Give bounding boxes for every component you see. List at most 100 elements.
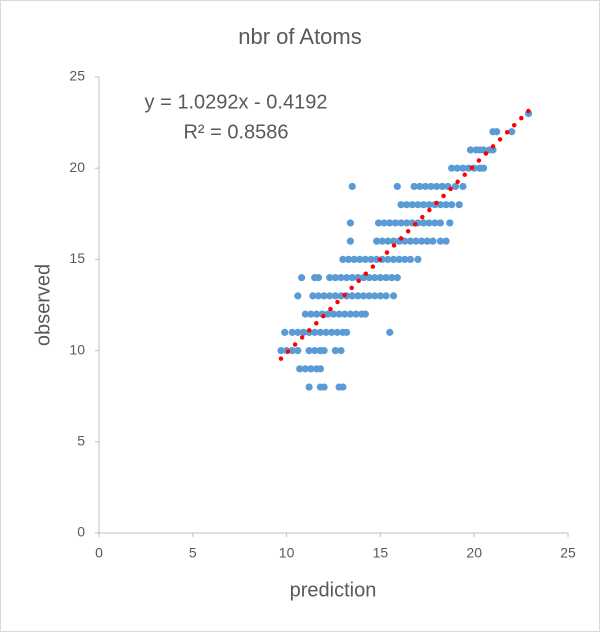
data-point — [393, 274, 401, 282]
data-point — [365, 274, 373, 282]
data-point — [320, 383, 328, 391]
data-point — [433, 182, 441, 191]
data-point — [374, 219, 383, 227]
data-point — [493, 128, 501, 136]
data-point — [320, 292, 328, 300]
y-tick-label: 0 — [77, 524, 85, 540]
data-point — [388, 274, 396, 282]
data-point — [466, 146, 475, 154]
data-point — [423, 237, 431, 245]
y-tick-label: 25 — [69, 68, 85, 84]
data-point — [386, 328, 394, 336]
data-point — [406, 255, 415, 263]
data-point — [448, 201, 456, 209]
trendline — [278, 106, 533, 361]
data-point — [320, 347, 328, 355]
data-point — [346, 310, 354, 318]
data-point — [419, 201, 428, 209]
data-point — [301, 365, 309, 373]
data-point — [431, 219, 439, 227]
x-tick-label: 10 — [279, 545, 295, 561]
data-point — [311, 347, 319, 355]
data-point — [344, 255, 353, 263]
data-point — [442, 237, 450, 245]
data-point — [313, 310, 321, 318]
data-point — [309, 292, 317, 300]
x-tick-label: 5 — [189, 545, 197, 561]
data-point — [307, 310, 315, 318]
data-point — [348, 292, 356, 300]
data-point — [389, 292, 398, 300]
data-point — [459, 182, 467, 191]
data-point — [277, 347, 285, 355]
chart-title: nbr of Atoms — [238, 24, 362, 49]
data-point — [296, 365, 304, 373]
data-point — [438, 182, 446, 191]
data-point — [384, 255, 392, 263]
data-point — [479, 164, 488, 172]
data-point — [329, 310, 338, 318]
y-tick-label: 20 — [69, 159, 85, 175]
data-point — [412, 237, 420, 245]
data-point — [361, 310, 369, 318]
data-point — [425, 219, 433, 227]
data-point — [429, 237, 437, 245]
data-point — [316, 328, 324, 336]
data-point — [418, 237, 426, 245]
data-point — [406, 237, 415, 245]
data-point — [367, 255, 375, 263]
data-point — [373, 237, 381, 245]
data-point — [403, 201, 411, 209]
data-point — [346, 219, 354, 227]
data-point — [305, 347, 313, 355]
data-point — [414, 201, 422, 209]
data-point — [378, 237, 386, 245]
data-point — [414, 255, 422, 263]
data-point — [356, 255, 364, 263]
data-point — [311, 328, 319, 336]
data-point — [382, 274, 390, 282]
data-point — [382, 292, 390, 300]
data-point — [395, 255, 403, 263]
data-point — [294, 292, 302, 300]
data-point — [314, 274, 323, 282]
data-point — [341, 310, 349, 318]
data-point — [301, 310, 309, 318]
data-point — [337, 347, 345, 355]
data-point — [281, 328, 289, 336]
data-point — [322, 328, 330, 336]
data-point — [294, 328, 302, 336]
data-point — [384, 237, 392, 245]
data-point — [294, 347, 302, 355]
data-point — [371, 274, 379, 282]
trendline-equation: y = 1.0292x - 0.4192 — [145, 91, 328, 113]
data-point — [335, 310, 343, 318]
x-tick-label: 15 — [373, 545, 389, 561]
data-point — [314, 292, 323, 300]
y-axis-title: observed — [32, 264, 54, 346]
data-point — [299, 328, 308, 336]
data-point — [397, 201, 405, 209]
data-point — [376, 274, 384, 282]
data-point — [339, 255, 347, 263]
data-point — [337, 274, 345, 282]
y-tick-label: 10 — [69, 341, 85, 357]
data-point — [446, 219, 454, 227]
x-tick-label: 0 — [95, 545, 103, 561]
data-point — [326, 292, 334, 300]
x-tick-label: 20 — [466, 545, 482, 561]
data-point — [427, 182, 435, 191]
data-point — [391, 219, 400, 227]
data-point — [389, 255, 398, 263]
data-point — [316, 365, 324, 373]
data-point — [365, 292, 373, 300]
data-point — [339, 383, 347, 391]
data-point — [393, 182, 401, 191]
data-point — [421, 182, 430, 191]
data-point — [298, 274, 306, 282]
data-point — [410, 182, 418, 191]
data-point — [425, 201, 433, 209]
